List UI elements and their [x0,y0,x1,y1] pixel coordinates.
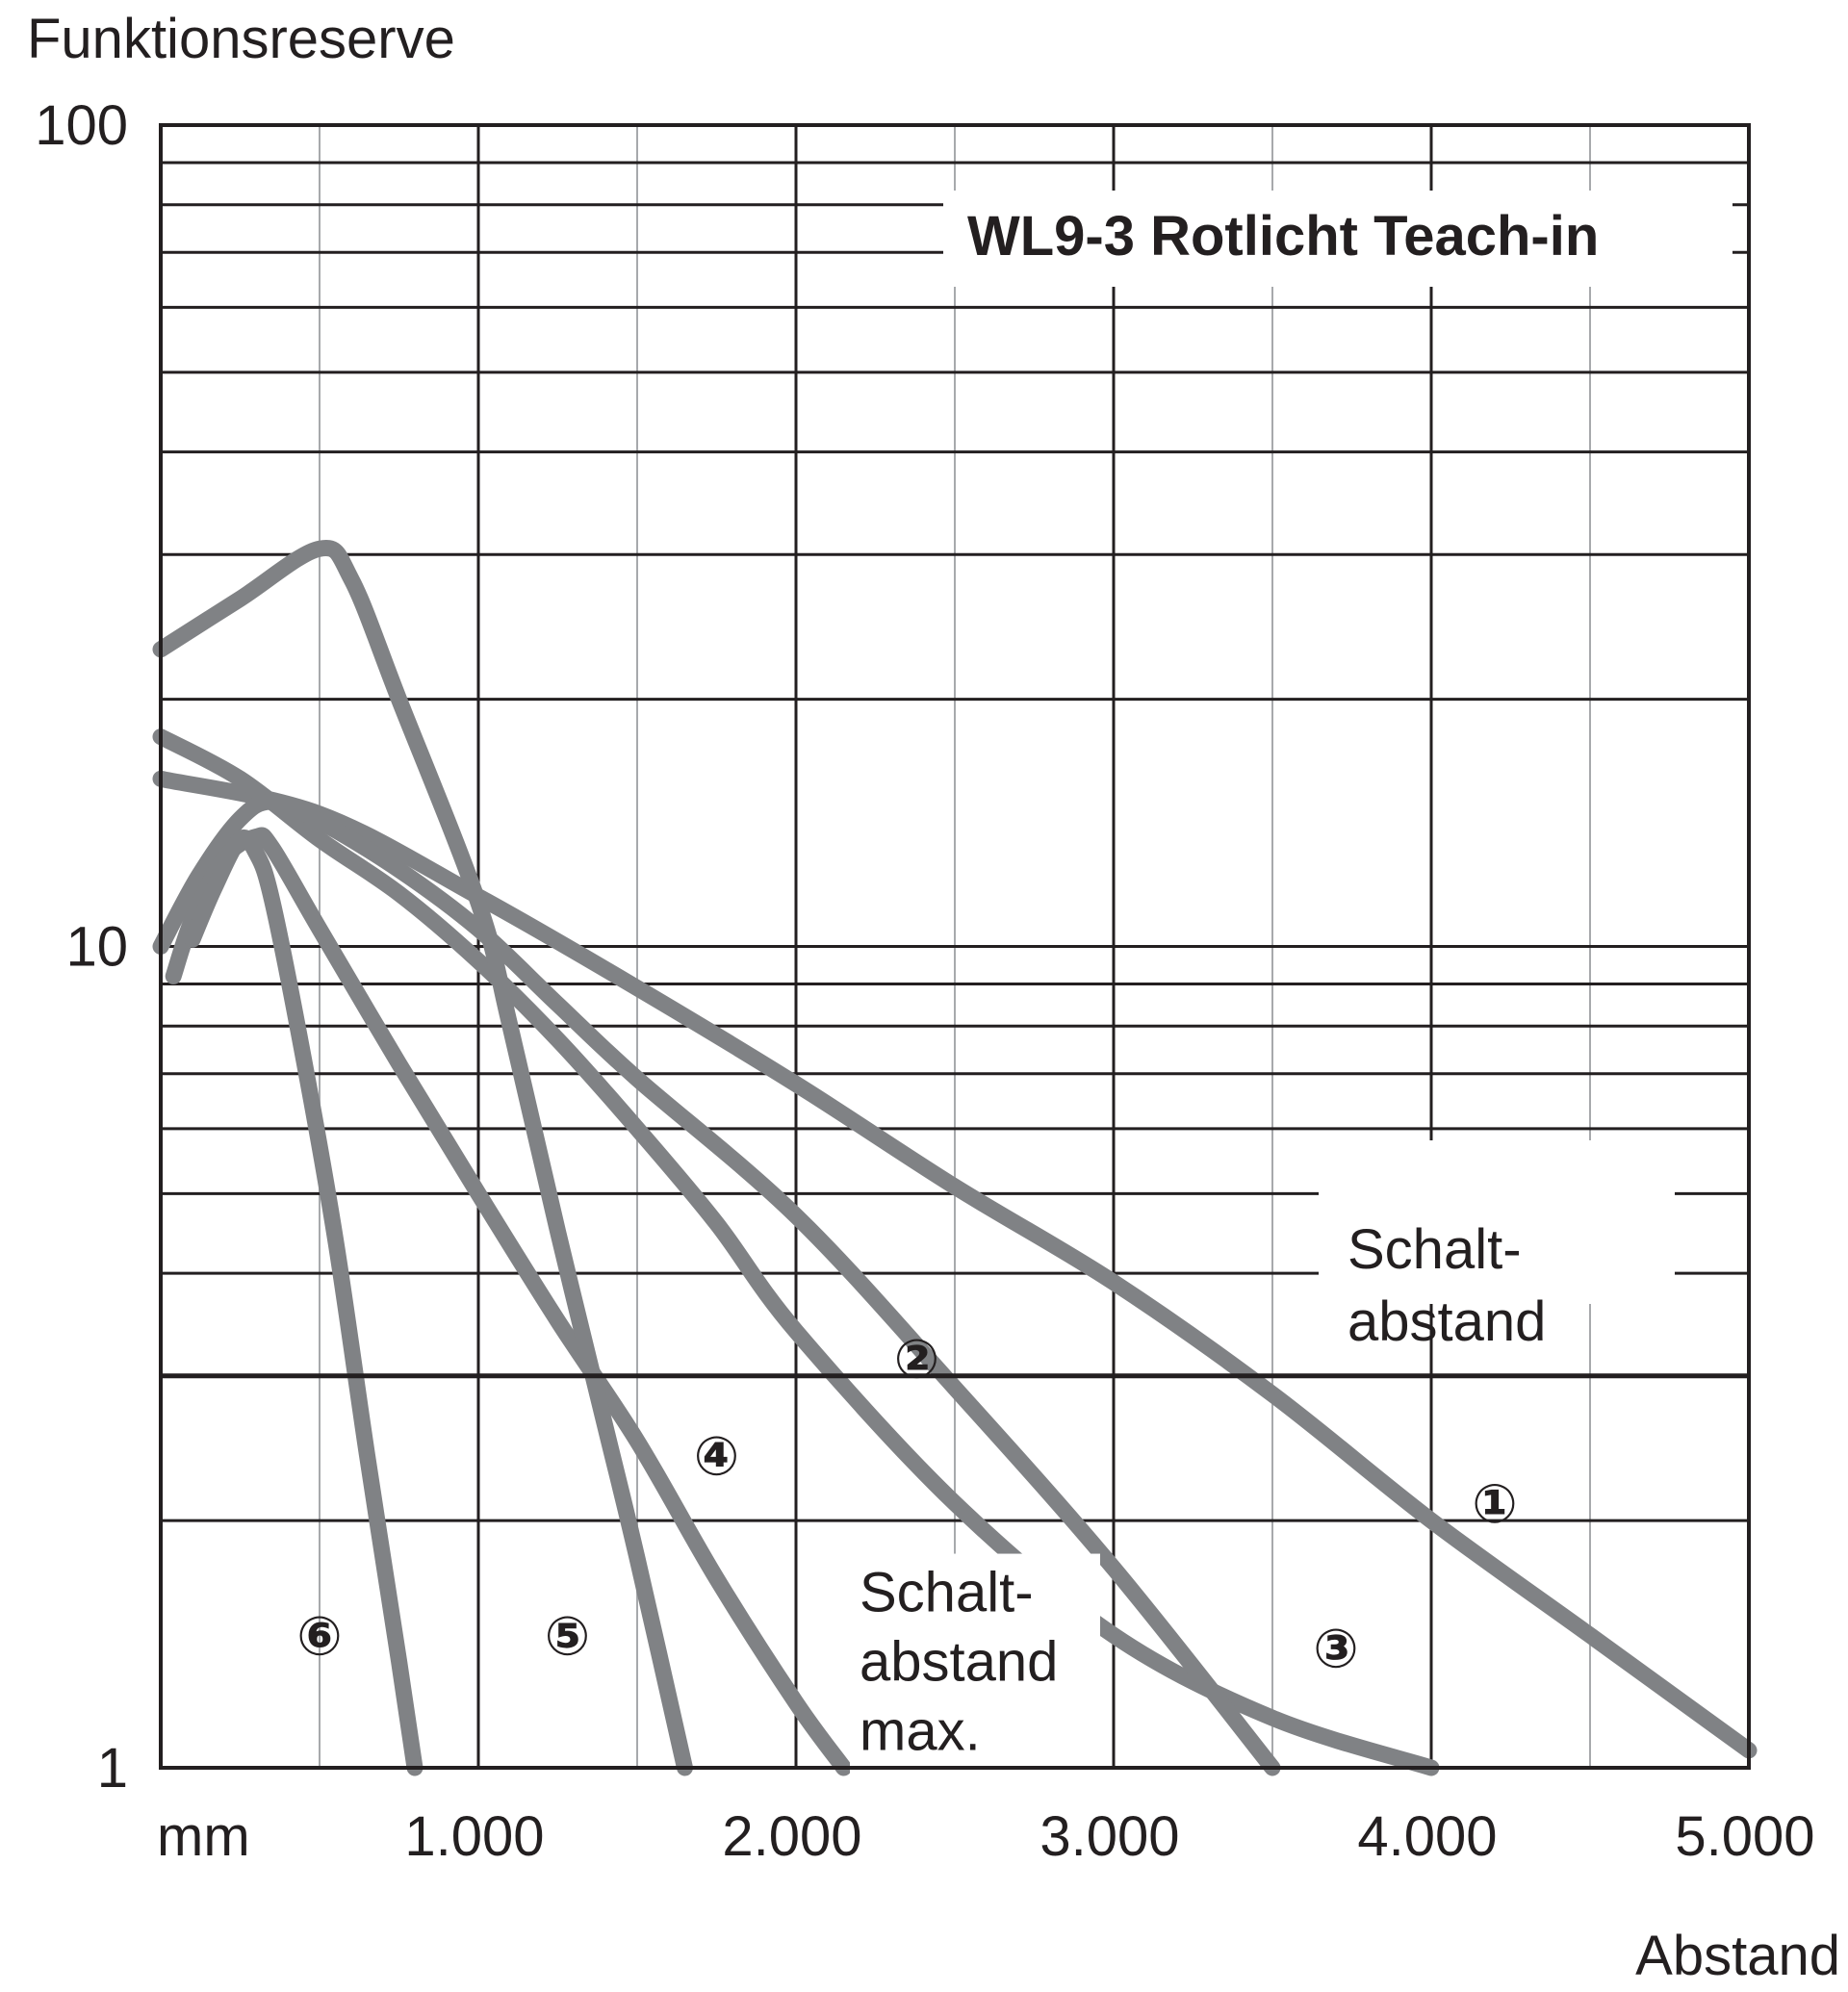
annotation-background [850,1553,1100,1775]
series-line-3 [152,793,1281,1776]
annotation-line3: max. [860,1700,981,1763]
series-line-5 [152,540,693,1776]
x-tick-labels: 1.000 2.000 3.000 4.000 5.000 [404,1805,1814,1868]
threshold-label-background [1319,1140,1675,1304]
series-marker-2: ② [894,1329,939,1390]
x-tick-label: 3.000 [1040,1805,1179,1868]
title-background [943,191,1732,287]
series-line-6 [184,830,424,1776]
series-line-4 [165,827,852,1776]
y-axis-title: Funktionsreserve [27,8,455,70]
series-markers: ① ② ③ ④ ⑤ ⑥ [296,1329,1517,1679]
chart-title: WL9-3 Rotlicht Teach-in [967,205,1599,268]
curves [152,540,1758,1776]
plot-frame [159,123,1751,1770]
series-marker-3: ③ [1313,1618,1358,1678]
series-marker-4: ④ [694,1425,739,1486]
x-tick-label: 4.000 [1357,1805,1497,1868]
series-line-1 [152,770,1758,1759]
threshold-label-line2: abstand [1348,1290,1546,1353]
x-axis-title: Abstand [1635,1925,1840,1987]
x-tick-label: 5.000 [1675,1805,1814,1868]
y-tick-label: 100 [35,94,128,157]
series-line-2 [152,728,1440,1776]
y-tick-label: 1 [97,1737,128,1800]
x-axis-unit: mm [157,1805,250,1868]
threshold-label-line1: Schalt- [1348,1218,1522,1281]
x-tick-label: 1.000 [404,1805,544,1868]
annotation-line1: Schalt- [860,1562,1034,1624]
series-marker-6: ⑥ [296,1605,342,1666]
series-marker-5: ⑤ [545,1605,590,1666]
series-marker-1: ① [1472,1473,1517,1534]
x-tick-label: 2.000 [722,1805,861,1868]
y-tick-label: 10 [65,916,128,979]
y-tick-labels: 1 10 100 [35,94,128,1800]
annotation-line2: abstand [860,1631,1058,1694]
